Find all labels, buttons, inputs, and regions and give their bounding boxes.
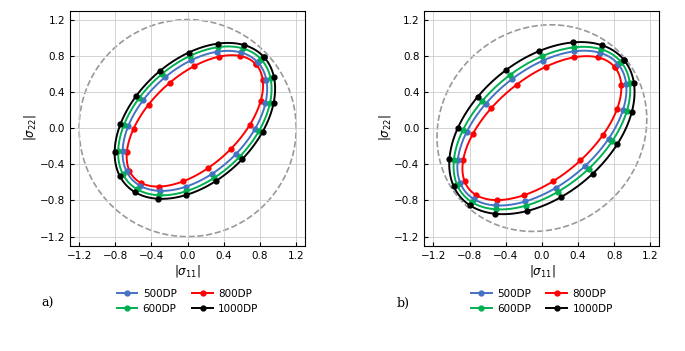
X-axis label: $|\sigma_{11}|$: $|\sigma_{11}|$: [529, 263, 556, 279]
Y-axis label: $|\sigma_{22}|$: $|\sigma_{22}|$: [377, 115, 393, 141]
Legend: 500DP, 600DP, 800DP, 1000DP: 500DP, 600DP, 800DP, 1000DP: [116, 289, 259, 314]
Text: a): a): [42, 297, 54, 310]
Y-axis label: $|\sigma_{22}|$: $|\sigma_{22}|$: [23, 115, 38, 141]
X-axis label: $|\sigma_{11}|$: $|\sigma_{11}|$: [174, 263, 201, 279]
Text: b): b): [396, 297, 409, 310]
Legend: 500DP, 600DP, 800DP, 1000DP: 500DP, 600DP, 800DP, 1000DP: [471, 289, 613, 314]
